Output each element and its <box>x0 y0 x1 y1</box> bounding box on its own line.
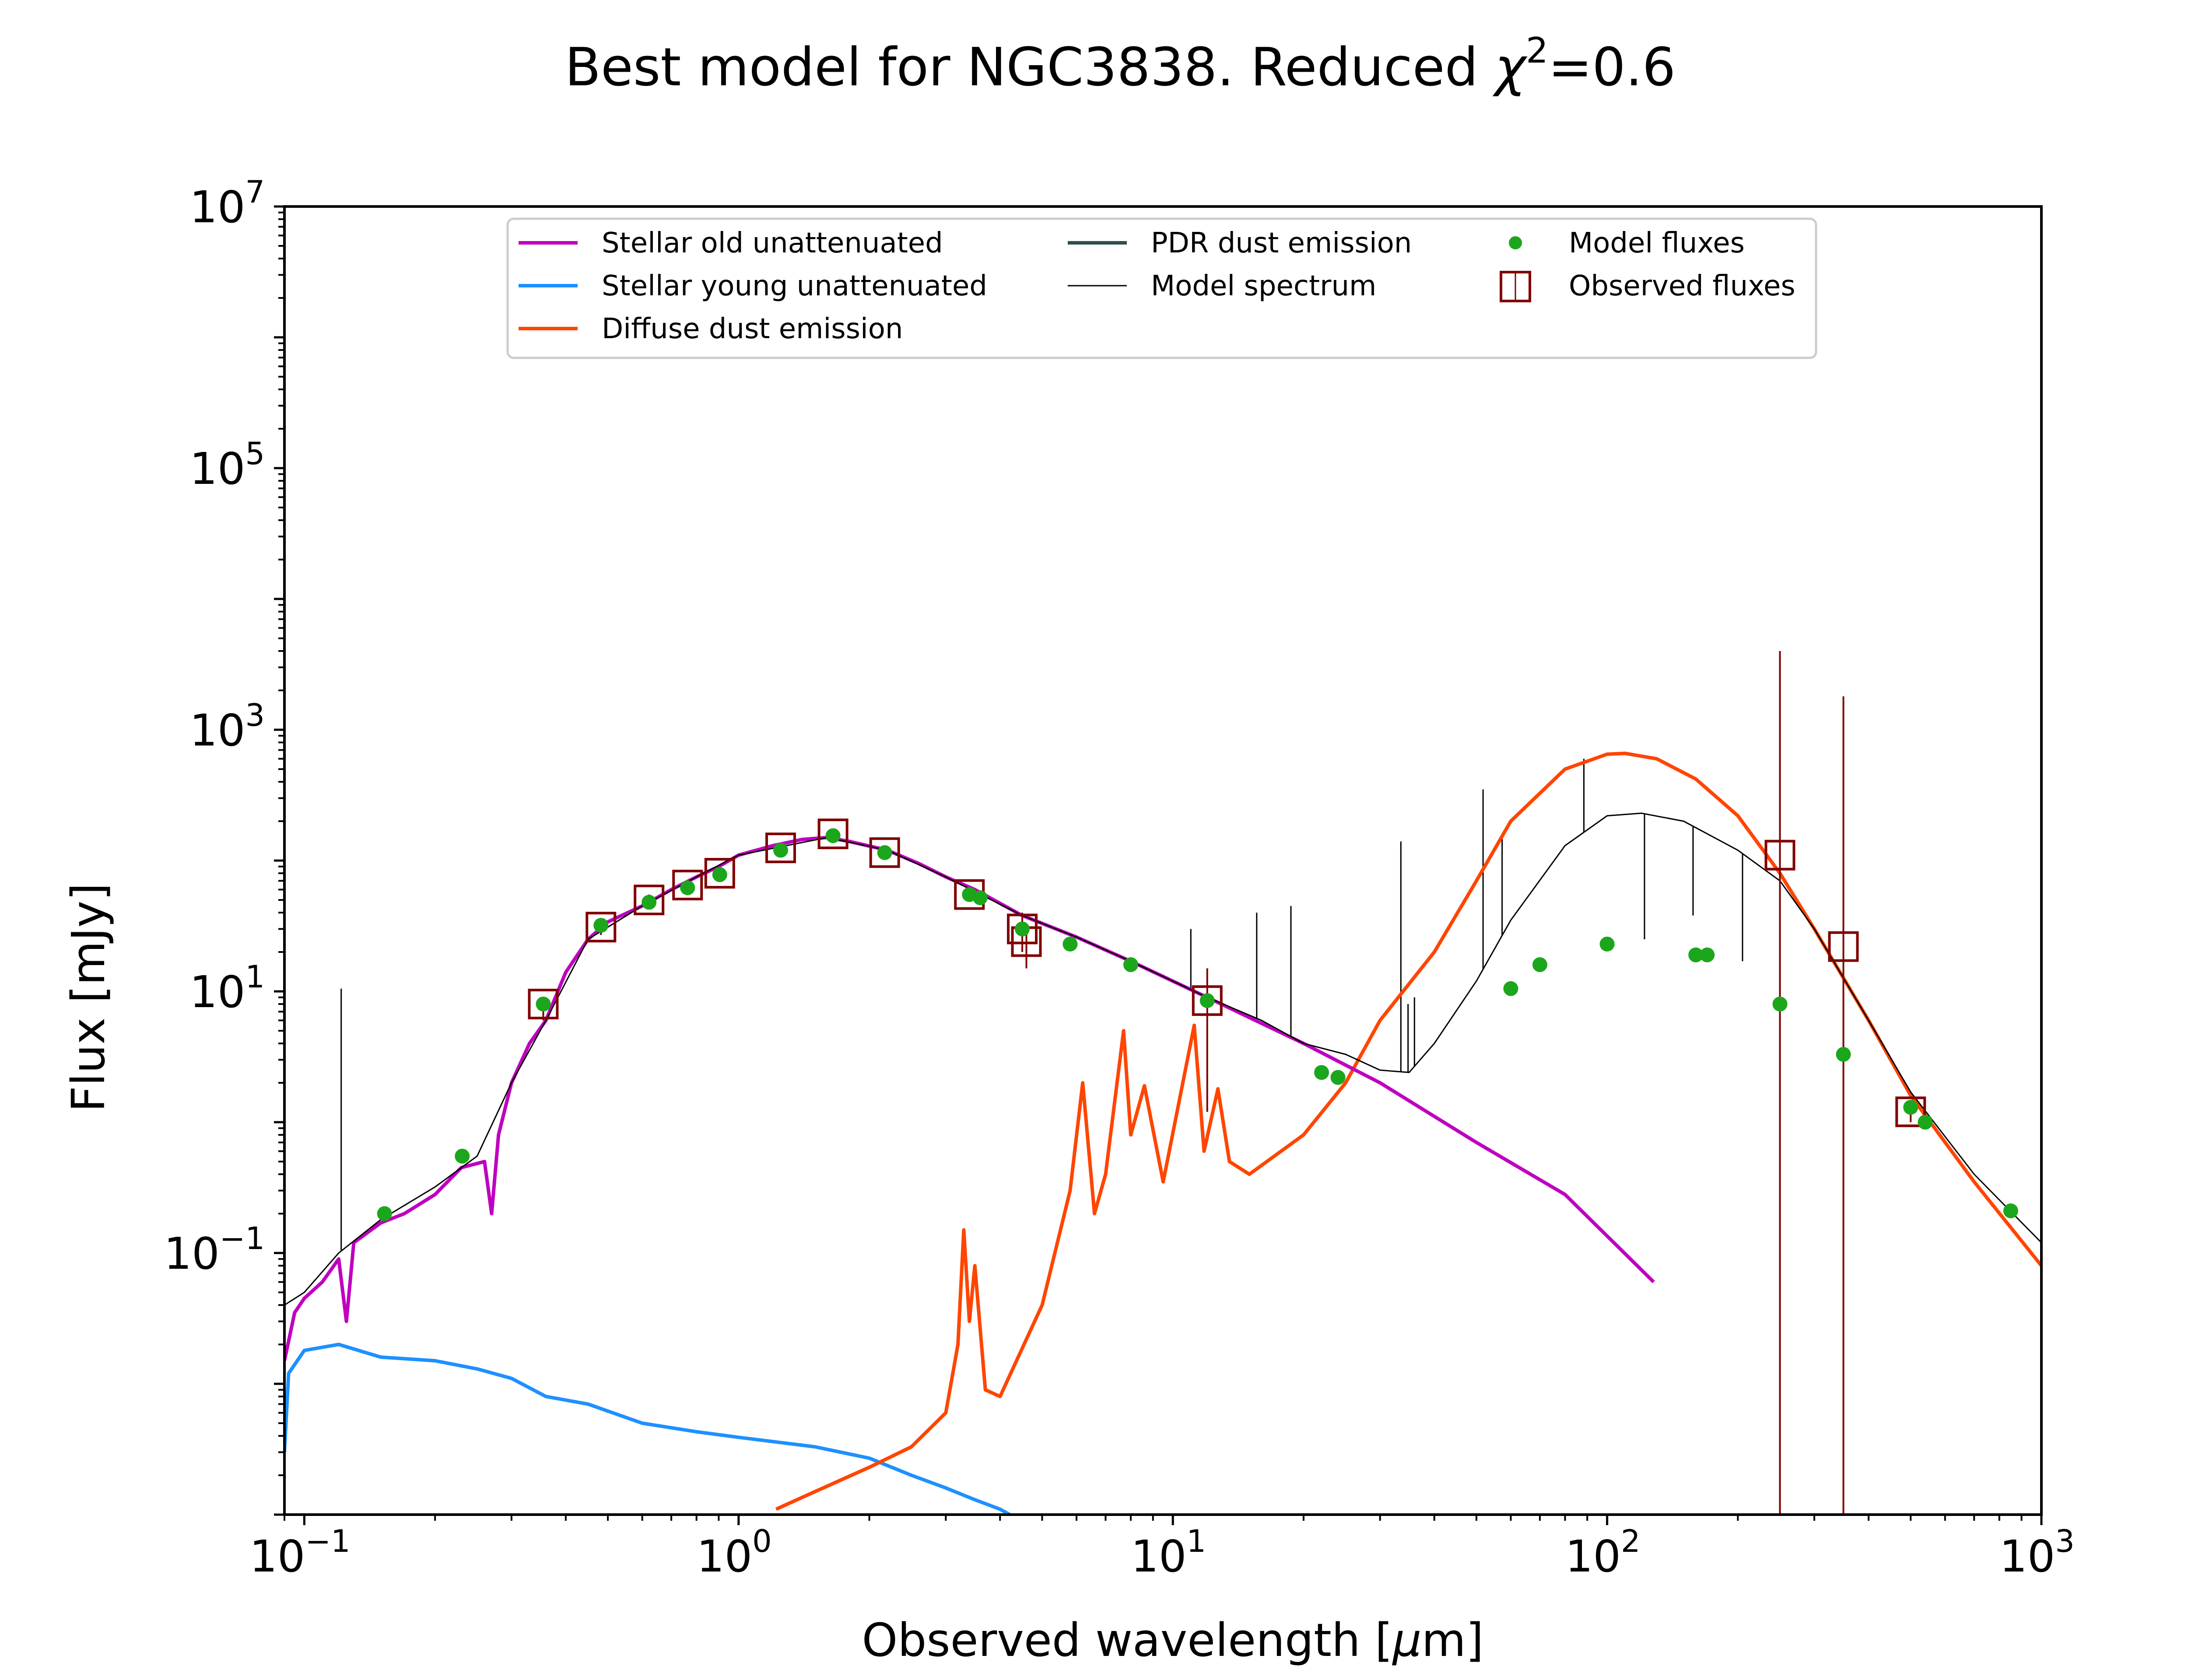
chart-title-chi: χ <box>1492 37 1528 98</box>
observed-flux-marker <box>586 912 617 943</box>
observed-flux-marker <box>634 885 665 916</box>
model-flux-point <box>1330 1070 1346 1085</box>
y-tick-label: 107 <box>189 174 265 233</box>
series-model-spectrum <box>284 812 2041 1306</box>
x-tick-exponent: 3 <box>2055 1523 2075 1559</box>
x-axis-label-tail: m] <box>1422 1614 1484 1667</box>
x-tick-label: 101 <box>1131 1523 1206 1582</box>
chart-title-tail: =0.6 <box>1548 37 1676 98</box>
y-tick-label: 105 <box>189 436 265 494</box>
y-tick-exponent: 7 <box>245 174 265 210</box>
x-tick-exponent: 2 <box>1621 1523 1641 1559</box>
y-tick-label: 101 <box>189 959 265 1018</box>
observed-flux-marker <box>672 869 703 900</box>
model-flux-point <box>712 867 727 882</box>
model-flux-point <box>1836 1046 1851 1062</box>
observed-flux-marker <box>1007 914 1038 945</box>
y-tick-label: 103 <box>189 697 265 756</box>
model-flux-point <box>972 890 988 905</box>
x-axis-label-mu: μ <box>1392 1614 1421 1667</box>
y-tick-base: 10 <box>189 182 245 233</box>
model-flux-point <box>377 1206 392 1221</box>
y-tick-label: 10−1 <box>164 1221 265 1279</box>
model-flux-point <box>1123 957 1139 972</box>
observed-flux-marker <box>528 988 559 1019</box>
observed-flux-marker <box>1895 1096 1926 1127</box>
legend: Stellar old unattenuated Stellar young u… <box>506 217 1817 359</box>
model-flux-point <box>773 843 788 858</box>
chart-title: Best model for NGC3838. Reduced χ2=0.6 <box>565 30 1676 98</box>
y-tick-exponent: 1 <box>245 959 265 995</box>
x-tick-label: 102 <box>1565 1523 1641 1582</box>
y-tick-base: 10 <box>164 1228 220 1279</box>
y-axis-label: Flux [mJy] <box>62 883 115 1112</box>
model-flux-point <box>1772 996 1788 1012</box>
chart-title-main: Best model for NGC3838. Reduced <box>565 37 1495 98</box>
x-tick-base: 10 <box>1131 1531 1186 1582</box>
x-tick-label: 10−1 <box>249 1523 350 1582</box>
model-flux-point <box>877 845 892 860</box>
x-tick-exponent: −1 <box>305 1523 350 1559</box>
axes-frame <box>283 205 2043 1516</box>
observed-flux-marker <box>1192 985 1223 1016</box>
y-tick-base: 10 <box>189 705 245 756</box>
legend-label-model-spectrum: Model spectrum <box>1151 270 1376 302</box>
model-flux-point <box>642 895 657 910</box>
series-stellar-young <box>284 1343 1013 1515</box>
model-flux-point <box>1903 1099 1918 1115</box>
model-flux-point <box>1918 1115 1933 1130</box>
observed-flux-marker <box>817 818 849 849</box>
x-tick-base: 10 <box>1565 1531 1621 1582</box>
model-flux-point <box>825 828 841 844</box>
model-flux-point <box>1503 981 1518 996</box>
series-stellar-old <box>284 836 1655 1362</box>
y-tick-base: 10 <box>189 966 245 1018</box>
x-tick-base: 10 <box>1999 1531 2055 1582</box>
model-flux-point <box>1314 1065 1329 1080</box>
series-diffuse-dust <box>775 752 2041 1511</box>
model-flux-point <box>593 917 609 933</box>
legend-label-pdr-dust: PDR dust emission <box>1151 227 1412 259</box>
y-tick-exponent: −1 <box>220 1221 265 1256</box>
x-tick-base: 10 <box>249 1531 305 1582</box>
legend-label-diffuse-dust: Diffuse dust emission <box>602 313 903 345</box>
y-tick-exponent: 5 <box>245 436 265 472</box>
y-tick-base: 10 <box>189 443 245 494</box>
observed-flux-marker <box>1764 840 1795 871</box>
model-flux-point <box>680 880 695 896</box>
model-flux-point <box>1688 947 1704 962</box>
x-tick-exponent: 0 <box>752 1523 772 1559</box>
legend-label-observed-fluxes: Observed fluxes <box>1569 270 1795 302</box>
model-flux-point <box>455 1148 470 1164</box>
observed-flux-marker <box>869 837 900 868</box>
model-flux-point <box>1532 957 1547 972</box>
observed-flux-marker <box>765 833 796 864</box>
x-tick-base: 10 <box>697 1531 752 1582</box>
observed-flux-marker <box>704 858 735 889</box>
plot-area <box>284 651 2041 1515</box>
model-flux-point <box>1199 993 1215 1008</box>
x-tick-label: 103 <box>1999 1523 2075 1582</box>
observed-flux-marker <box>1828 931 1859 962</box>
legend-swatch-model-fluxes <box>1509 236 1522 249</box>
model-flux-point <box>2003 1203 2018 1218</box>
y-tick-exponent: 3 <box>245 697 265 733</box>
model-flux-point <box>1015 921 1030 937</box>
model-flux-point <box>1599 936 1615 952</box>
legend-label-stellar-young: Stellar young unattenuated <box>602 270 987 302</box>
x-tick-exponent: 1 <box>1187 1523 1206 1559</box>
x-tick-label: 100 <box>697 1523 772 1582</box>
chart-title-sup: 2 <box>1526 30 1548 71</box>
x-axis-label-main: Observed wavelength [ <box>862 1614 1393 1667</box>
legend-box <box>506 217 1817 359</box>
model-flux-point <box>1700 947 1715 962</box>
x-axis-label: Observed wavelength [μm] <box>862 1614 1484 1667</box>
legend-label-stellar-old: Stellar old unattenuated <box>602 227 943 259</box>
legend-label-model-fluxes: Model fluxes <box>1569 227 1745 259</box>
model-flux-point <box>1062 936 1078 952</box>
model-flux-point <box>536 996 551 1012</box>
